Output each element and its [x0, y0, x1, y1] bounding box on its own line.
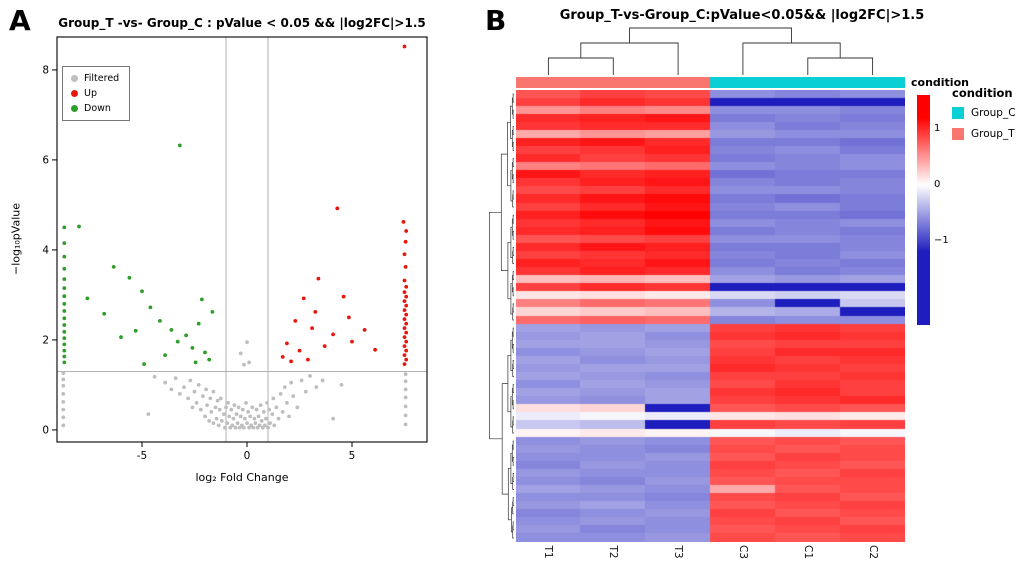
svg-text:0: 0	[244, 450, 251, 462]
legend-entry-group-c: Group_C	[952, 107, 1016, 119]
condition-legend: condition Group_C Group_T	[952, 86, 1016, 149]
legend-item-down: Down	[71, 103, 119, 114]
legend-label-down: Down	[84, 103, 111, 114]
legend-item-filtered: Filtered	[71, 73, 119, 84]
y-axis-label: −log₁₀pValue	[9, 203, 23, 275]
group-c-swatch-icon	[952, 107, 964, 119]
legend-item-up: Up	[71, 88, 119, 99]
condition-legend-title: condition	[952, 86, 1013, 100]
x-axis-label: log₂ Fold Change	[195, 471, 289, 484]
colorbar-gradient	[917, 95, 930, 325]
volcano-plot: -5 0 5 0 2 4 6 8	[42, 36, 428, 462]
down-dot-icon	[71, 105, 78, 112]
svg-text:6: 6	[42, 154, 49, 166]
filtered-dot-icon	[71, 75, 78, 82]
svg-text:8: 8	[42, 64, 49, 76]
up-dot-icon	[71, 90, 78, 97]
colorbar-tick-label: −1	[934, 234, 949, 246]
column-dendrogram	[547, 27, 874, 75]
condition-annotation-bar	[516, 77, 905, 88]
svg-text:5: 5	[349, 450, 356, 462]
colorbar-tick-label: 0	[934, 178, 941, 190]
column-label: C3	[736, 544, 749, 560]
colorbar-ticks: 1 0 −1	[934, 95, 962, 325]
column-label: C2	[866, 544, 879, 560]
panel-b-label: B	[485, 4, 507, 37]
column-label: C1	[801, 544, 814, 560]
legend-entry-group-t: Group_T	[952, 128, 1016, 140]
svg-text:4: 4	[42, 244, 49, 256]
volcano-legend: Filtered Up Down	[62, 66, 131, 121]
panel-a-label: A	[9, 4, 31, 37]
legend-label-group-c: Group_C	[971, 107, 1016, 119]
legend-label-filtered: Filtered	[84, 73, 120, 84]
heatmap-title: Group_T-vs-Group_C:pValue<0.05&& |log2FC…	[559, 8, 925, 23]
annotation-name: condition	[911, 76, 969, 89]
colorbar: 1 0 −1	[917, 95, 963, 325]
column-label: T2	[607, 545, 620, 559]
legend-label-up: Up	[84, 88, 97, 99]
heatmap	[516, 90, 905, 542]
row-dendrogram	[489, 93, 514, 539]
column-label: T3	[672, 545, 685, 559]
svg-text:0: 0	[42, 424, 49, 436]
volcano-title: Group_T -vs- Group_C : pValue < 0.05 && …	[58, 16, 426, 30]
colorbar-tick-label: 1	[934, 122, 941, 134]
legend-label-group-t: Group_T	[971, 128, 1015, 140]
column-labels: T1 T2 T3 C3 C1 C2	[516, 545, 905, 562]
svg-text:2: 2	[42, 334, 49, 346]
svg-text:-5: -5	[137, 450, 147, 462]
column-label: T1	[542, 545, 555, 559]
group-t-swatch-icon	[952, 128, 964, 140]
